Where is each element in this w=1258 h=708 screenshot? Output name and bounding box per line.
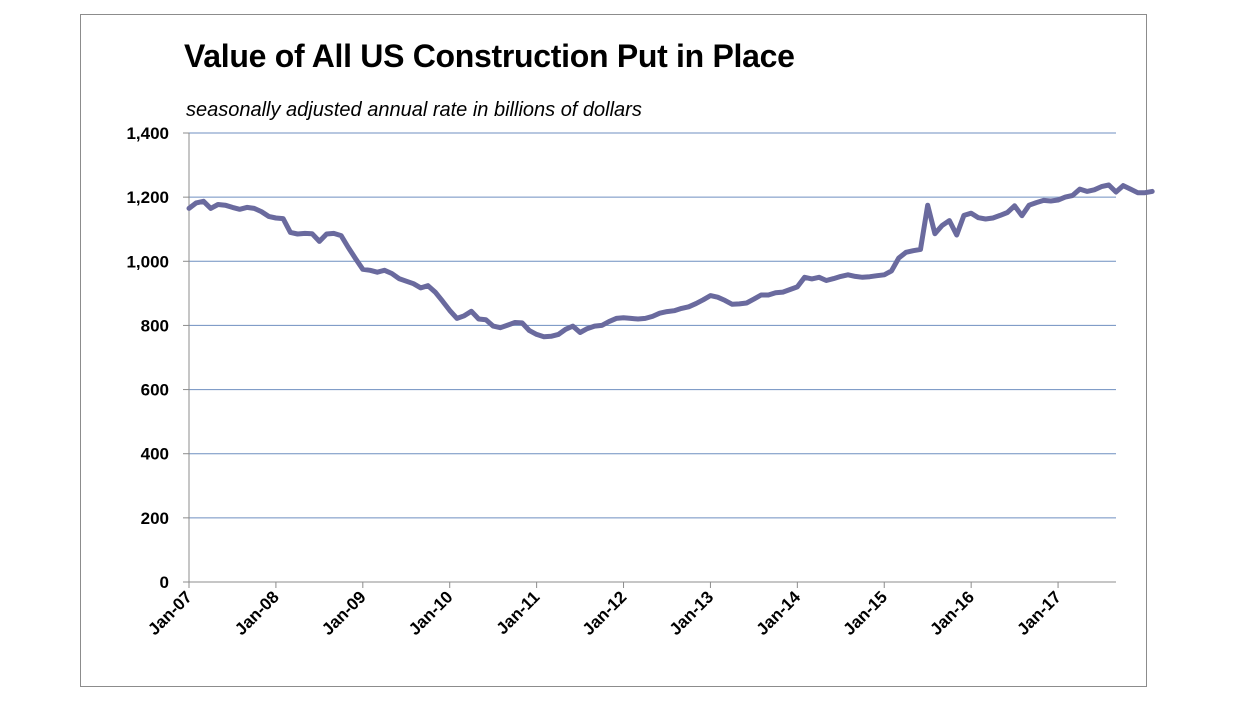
y-tick-label: 400	[141, 445, 169, 464]
x-tick-label: Jan-16	[926, 587, 978, 639]
x-tick-label: Jan-15	[840, 587, 892, 639]
x-tick-label: Jan-10	[405, 587, 457, 639]
y-tick-label: 200	[141, 509, 169, 528]
x-tick-label: Jan-08	[231, 587, 283, 639]
x-tick-label: Jan-11	[493, 587, 544, 638]
y-tick-label: 1,400	[126, 124, 169, 143]
y-tick-label: 600	[141, 381, 169, 400]
chart-frame	[80, 14, 1147, 687]
x-tick-label: Jan-17	[1013, 587, 1065, 639]
chart-title: Value of All US Construction Put in Plac…	[184, 38, 795, 74]
x-tick-label: Jan-14	[753, 587, 805, 639]
x-tick-label: Jan-12	[579, 587, 631, 639]
x-tick-label: Jan-13	[666, 587, 718, 639]
y-tick-label: 1,200	[126, 188, 169, 207]
y-tick-label: 800	[141, 316, 169, 335]
x-tick-label: Jan-07	[144, 587, 196, 639]
y-tick-label: 0	[160, 573, 169, 592]
x-tick-label: Jan-09	[318, 587, 370, 639]
chart-subtitle: seasonally adjusted annual rate in billi…	[186, 99, 642, 121]
y-tick-label: 1,000	[126, 252, 169, 271]
series-line	[186, 182, 1155, 340]
